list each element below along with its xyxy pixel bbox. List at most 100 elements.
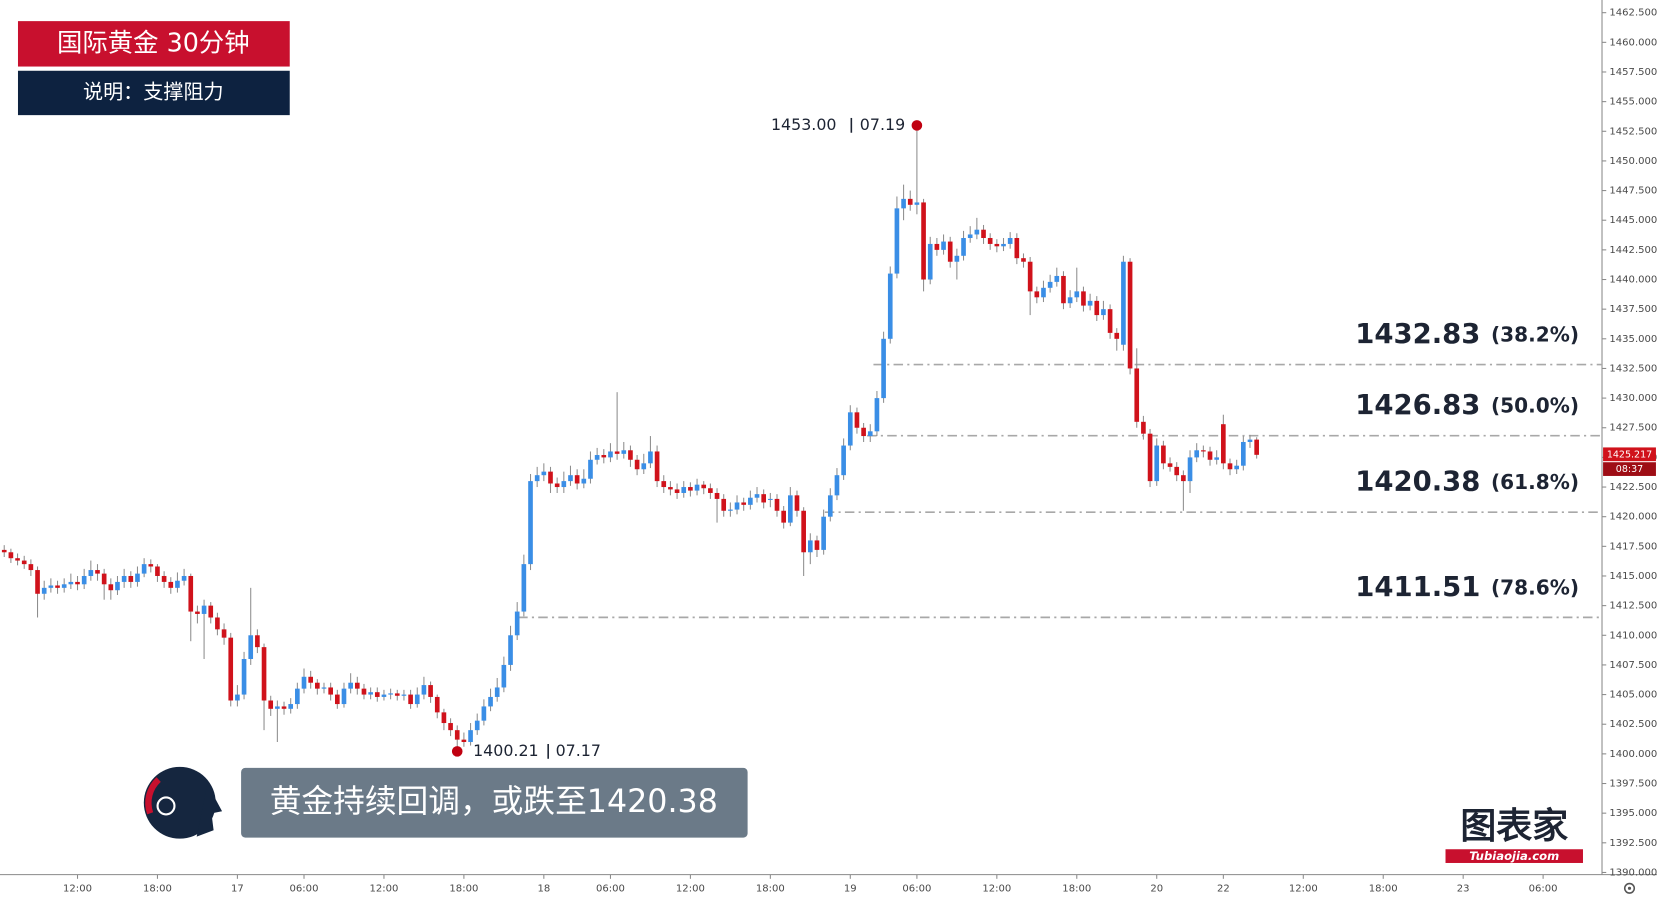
candle-body (381, 694, 387, 697)
settings-icon[interactable] (1623, 882, 1636, 894)
x-tick-label: 12:00 (676, 883, 705, 894)
candle-body (801, 510, 806, 553)
candle-body (41, 587, 47, 594)
candle-body (508, 635, 513, 665)
candle-body (401, 694, 407, 696)
candle-body (694, 484, 700, 491)
candle-body (881, 338, 886, 399)
last-price-label: 1425.217 (1607, 449, 1652, 460)
x-tick-label: 18 (537, 883, 550, 894)
candle-body (1087, 300, 1093, 306)
candle-body (481, 706, 487, 721)
candle-body (994, 243, 1000, 247)
candle-body (248, 635, 254, 659)
x-tick-label: 06:00 (1529, 883, 1558, 894)
candle-body (641, 463, 647, 470)
caption-box (241, 767, 748, 838)
x-tick-label: 12:00 (1289, 883, 1318, 894)
candle-body (315, 682, 320, 689)
y-tick-label: 1417.500 (1609, 541, 1657, 552)
candle-body (1121, 261, 1126, 345)
candle-body (428, 685, 433, 697)
candle-body (68, 581, 74, 585)
watermark-site: Tubiaojia.com (1469, 849, 1559, 863)
candle-body (308, 676, 314, 683)
candle-body (301, 676, 307, 689)
candle-body (135, 573, 140, 582)
candle-body (1074, 291, 1080, 298)
candle-body (574, 475, 580, 484)
headset (145, 777, 161, 815)
y-tick-label: 1452.500 (1609, 126, 1657, 137)
candle-body (927, 243, 933, 280)
candle-body (1227, 463, 1233, 470)
candle-body (648, 451, 653, 464)
candle-body (1221, 424, 1226, 464)
candle-body (1201, 450, 1206, 452)
candle-body (361, 688, 367, 695)
y-tick-label: 1427.500 (1609, 423, 1657, 434)
y-tick-label: 1440.000 (1609, 275, 1657, 286)
candle-body (788, 495, 793, 523)
candle-body (621, 450, 627, 454)
candle-body (1067, 297, 1073, 304)
candle-body (108, 584, 114, 591)
chart-title: 国际黄金 30分钟 (57, 27, 250, 57)
candle-body (1161, 445, 1166, 464)
candle-body (81, 575, 87, 585)
y-tick-label: 1410.000 (1609, 630, 1657, 641)
countdown-tag (1603, 462, 1656, 476)
candle-body (974, 229, 980, 235)
x-tick-label: 20 (1150, 883, 1163, 894)
y-tick-label: 1420.000 (1609, 512, 1657, 523)
candle-body (434, 696, 440, 713)
candle-body (275, 706, 280, 709)
fib-ratio: (50.0%) (1491, 394, 1579, 418)
low-label: 1400.21 (473, 741, 539, 760)
low-date: 07.17 (556, 741, 601, 760)
candle-body (867, 431, 873, 437)
y-tick-label: 1462.500 (1609, 8, 1657, 19)
candle-body (1241, 441, 1246, 466)
y-tick-label: 1402.500 (1609, 719, 1657, 730)
candle-body (807, 540, 813, 553)
x-tick-label: 12:00 (982, 883, 1011, 894)
y-tick-label: 1395.000 (1609, 808, 1657, 819)
candle-body (488, 696, 493, 707)
candle-body (128, 575, 134, 582)
y-tick-label: 1435.000 (1609, 334, 1657, 345)
candle-body (348, 682, 353, 689)
candle-body (201, 605, 207, 614)
candle-body (75, 581, 80, 585)
x-tick-label: 18:00 (1062, 883, 1091, 894)
candle-body (1107, 309, 1113, 333)
candle-body (1194, 450, 1200, 458)
fib-price: 1420.38 (1355, 467, 1480, 498)
candle-body (408, 694, 413, 705)
gear-center[interactable] (1627, 886, 1632, 890)
candle-body (221, 629, 227, 638)
y-tick-label: 1442.500 (1609, 245, 1657, 256)
plot-area: 1390.000 1392.500 1395.000 1397.500 1400.000… (1, 8, 1657, 894)
candle-body (1014, 238, 1020, 259)
candle-body (987, 238, 993, 244)
y-tick-label: 1415.000 (1609, 571, 1657, 582)
y-tick-label: 1392.500 (1609, 838, 1657, 849)
subtitle-box (17, 70, 290, 116)
candle-body (474, 720, 480, 731)
head (143, 766, 216, 839)
x-tick-label: 18:00 (1369, 883, 1398, 894)
y-tick-label: 1450.000 (1609, 156, 1657, 167)
candle-body (1054, 275, 1060, 282)
candle-body (55, 585, 60, 588)
candle-body (1254, 439, 1259, 455)
gear-ring[interactable] (1623, 882, 1636, 894)
candle-body (581, 478, 587, 484)
candle-body (328, 687, 333, 695)
y-tick-label: 1437.500 (1609, 304, 1657, 315)
candle-body (827, 495, 833, 517)
y-tick-label: 1422.500 (1609, 482, 1657, 493)
candle-body (261, 647, 267, 701)
candle-body (887, 273, 893, 339)
candle-body (608, 451, 613, 458)
